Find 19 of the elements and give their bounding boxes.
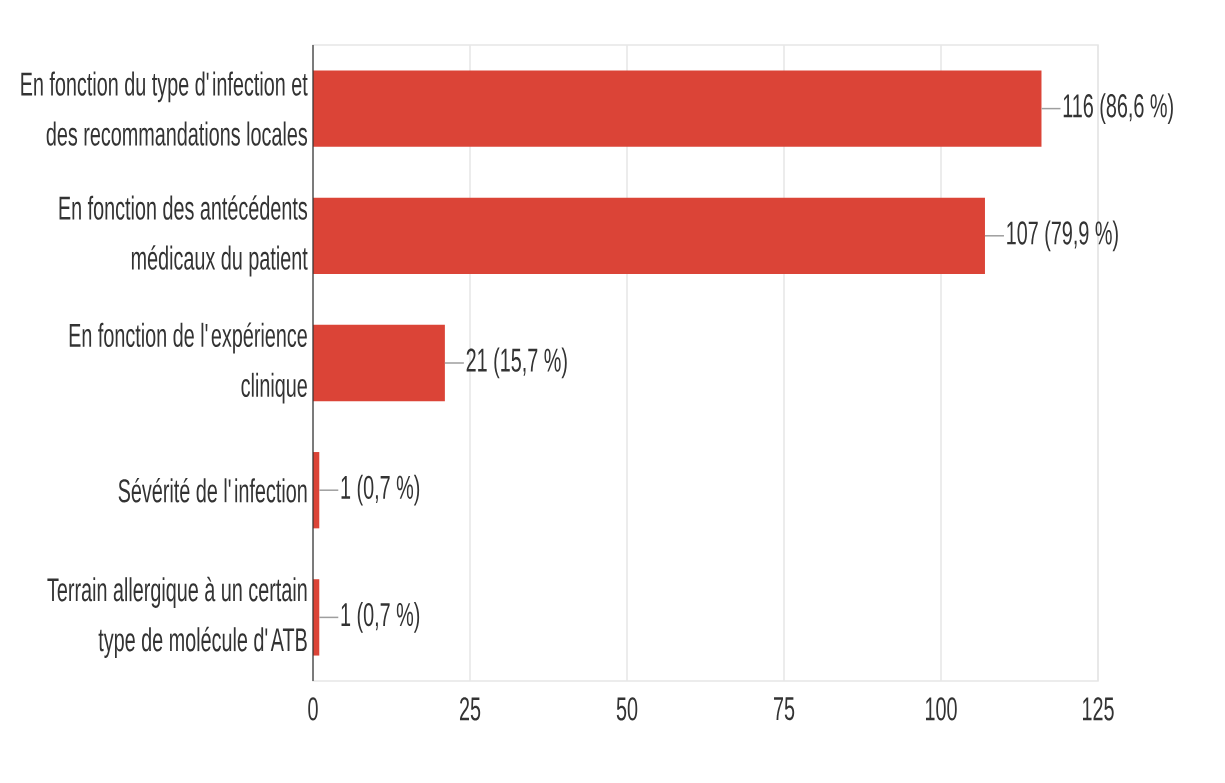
bar	[313, 197, 985, 274]
data-label: 1 (0,7 %)	[341, 474, 420, 506]
data-label: 116 (86,6 %)	[1063, 93, 1173, 124]
data-label: 21 (15,7 %)	[466, 347, 567, 379]
bar	[313, 324, 445, 402]
x-tick-label: 100	[925, 697, 957, 721]
y-tick-label: Terrain allergique à un certain type de molécule d'ATB	[47, 576, 307, 658]
y-tick-label: En fonction des antécédents médicaux du patient	[59, 195, 308, 277]
x-tick-label: 25	[459, 697, 481, 721]
y-tick-label: En fonction du type d'infection et des recommandations locales	[21, 71, 308, 146]
x-tick-label: 50	[616, 697, 638, 721]
y-tick-label: En fonction de l'expérience clinique	[69, 322, 307, 404]
x-tick-label: 0	[308, 697, 318, 721]
data-label: 1 (0,7 %)	[341, 602, 420, 633]
x-tick-label: 125	[1082, 697, 1114, 721]
data-label: 107 (79,9 %)	[1007, 220, 1118, 252]
bar	[313, 70, 1042, 147]
y-tick-label: Sévérité de l'infection	[118, 477, 307, 503]
x-tick-label: 75	[774, 697, 795, 721]
